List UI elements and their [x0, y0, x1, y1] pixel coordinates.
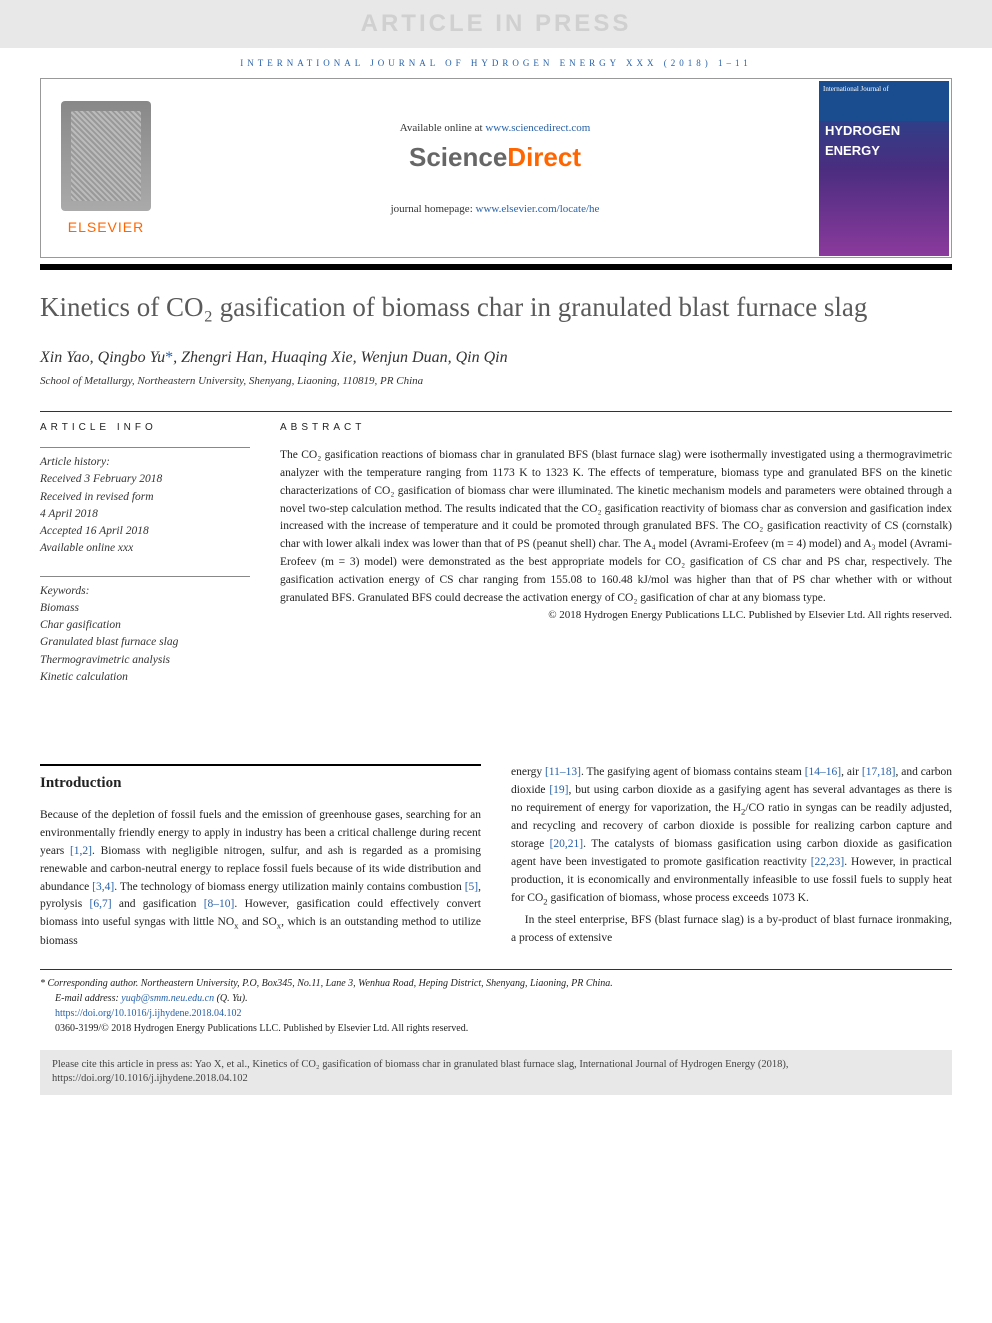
history-online: Available online xxx: [40, 540, 250, 557]
journal-homepage-line: journal homepage: www.elsevier.com/locat…: [191, 203, 799, 215]
intro-paragraph-2: energy [11–13]. The gasifying agent of b…: [511, 764, 952, 908]
keywords-label: Keywords:: [40, 583, 250, 600]
abstract-text: The CO₂ gasification reactions of biomas…: [280, 447, 952, 607]
elsevier-tree-icon: [61, 101, 151, 211]
article-info-heading: ARTICLE INFO: [40, 422, 250, 433]
abstract-column: ABSTRACT The CO₂ gasification reactions …: [280, 411, 952, 704]
email-footnote: E-mail address: yuqb@smm.neu.edu.cn (Q. …: [40, 991, 952, 1006]
ref-link[interactable]: [17,18]: [862, 766, 896, 778]
ref-link[interactable]: [6,7]: [89, 898, 111, 910]
ref-link[interactable]: [5]: [465, 881, 478, 893]
ref-link[interactable]: [3,4]: [92, 881, 114, 893]
sd-suffix: Direct: [507, 142, 581, 172]
sciencedirect-link[interactable]: www.sciencedirect.com: [485, 122, 590, 134]
history-revised1: Received in revised form: [40, 489, 250, 506]
email-label: E-mail address:: [55, 993, 121, 1004]
corresponding-author-footnote: * Corresponding author. Northeastern Uni…: [40, 976, 952, 991]
header-center: Available online at www.sciencedirect.co…: [171, 122, 819, 215]
introduction-section: Introduction Because of the depletion of…: [40, 764, 952, 951]
introduction-heading: Introduction: [40, 764, 481, 795]
ref-link[interactable]: [19]: [549, 784, 568, 796]
keyword-3: Granulated blast furnace slag: [40, 634, 250, 651]
ref-link[interactable]: [22,23]: [811, 856, 845, 868]
corresponding-marker: *: [165, 349, 173, 366]
intro-col-right: energy [11–13]. The gasifying agent of b…: [511, 764, 952, 951]
ref-link[interactable]: [20,21]: [550, 838, 584, 850]
history-accepted: Accepted 16 April 2018: [40, 523, 250, 540]
keyword-5: Kinetic calculation: [40, 669, 250, 686]
copyright-line: © 2018 Hydrogen Energy Publications LLC.…: [280, 609, 952, 621]
email-suffix: (Q. Yu).: [214, 993, 248, 1004]
journal-header-line: INTERNATIONAL JOURNAL OF HYDROGEN ENERGY…: [0, 48, 992, 78]
doi-link[interactable]: https://doi.org/10.1016/j.ijhydene.2018.…: [40, 1006, 952, 1021]
title-divider: [40, 264, 952, 270]
abstract-heading: ABSTRACT: [280, 422, 952, 433]
publisher-header-box: ELSEVIER Available online at www.science…: [40, 78, 952, 258]
cover-top-text: International Journal of: [819, 81, 949, 121]
email-link[interactable]: yuqb@smm.neu.edu.cn: [121, 993, 214, 1004]
history-revised2: 4 April 2018: [40, 506, 250, 523]
intro-col-left: Introduction Because of the depletion of…: [40, 764, 481, 951]
journal-cover-thumbnail: International Journal of HYDROGEN ENERGY: [819, 81, 949, 256]
history-received: Received 3 February 2018: [40, 471, 250, 488]
homepage-prefix: journal homepage:: [391, 203, 476, 215]
cover-title-2: ENERGY: [819, 141, 949, 161]
ref-link[interactable]: [14–16]: [805, 766, 841, 778]
elsevier-label: ELSEVIER: [68, 219, 144, 235]
keyword-2: Char gasification: [40, 617, 250, 634]
keyword-4: Thermogravimetric analysis: [40, 652, 250, 669]
sciencedirect-logo: ScienceDirect: [191, 142, 799, 173]
article-info-column: ARTICLE INFO Article history: Received 3…: [40, 411, 250, 704]
ref-link[interactable]: [1,2]: [70, 845, 92, 857]
article-title: Kinetics of CO₂ gasification of biomass …: [40, 290, 952, 325]
info-abstract-row: ARTICLE INFO Article history: Received 3…: [40, 411, 952, 704]
footnotes: * Corresponding author. Northeastern Uni…: [40, 969, 952, 1036]
keywords-block: Keywords: Biomass Char gasification Gran…: [40, 576, 250, 687]
available-prefix: Available online at: [400, 122, 486, 134]
issn-copyright-line: 0360-3199/© 2018 Hydrogen Energy Publica…: [40, 1021, 952, 1036]
cover-title-1: HYDROGEN: [819, 121, 949, 141]
ref-link[interactable]: [8–10]: [204, 898, 235, 910]
watermark-text: ARTICLE IN PRESS: [361, 10, 632, 37]
affiliation: School of Metallurgy, Northeastern Unive…: [40, 375, 952, 387]
history-label: Article history:: [40, 454, 250, 471]
citation-box: Please cite this article in press as: Ya…: [40, 1050, 952, 1095]
intro-paragraph-3: In the steel enterprise, BFS (blast furn…: [511, 912, 952, 948]
keyword-1: Biomass: [40, 600, 250, 617]
elsevier-logo: ELSEVIER: [41, 78, 171, 258]
authors-first: Xin Yao, Qingbo Yu: [40, 349, 165, 366]
homepage-link[interactable]: www.elsevier.com/locate/he: [476, 203, 600, 215]
intro-paragraph-1: Because of the depletion of fossil fuels…: [40, 807, 481, 950]
article-history-block: Article history: Received 3 February 201…: [40, 447, 250, 558]
ref-link[interactable]: [11–13]: [545, 766, 581, 778]
authors-line: Xin Yao, Qingbo Yu*, Zhengri Han, Huaqin…: [40, 349, 952, 367]
available-online-line: Available online at www.sciencedirect.co…: [191, 122, 799, 134]
article-in-press-banner: ARTICLE IN PRESS: [0, 0, 992, 48]
authors-rest: , Zhengri Han, Huaqing Xie, Wenjun Duan,…: [173, 349, 508, 366]
sd-prefix: Science: [409, 142, 507, 172]
